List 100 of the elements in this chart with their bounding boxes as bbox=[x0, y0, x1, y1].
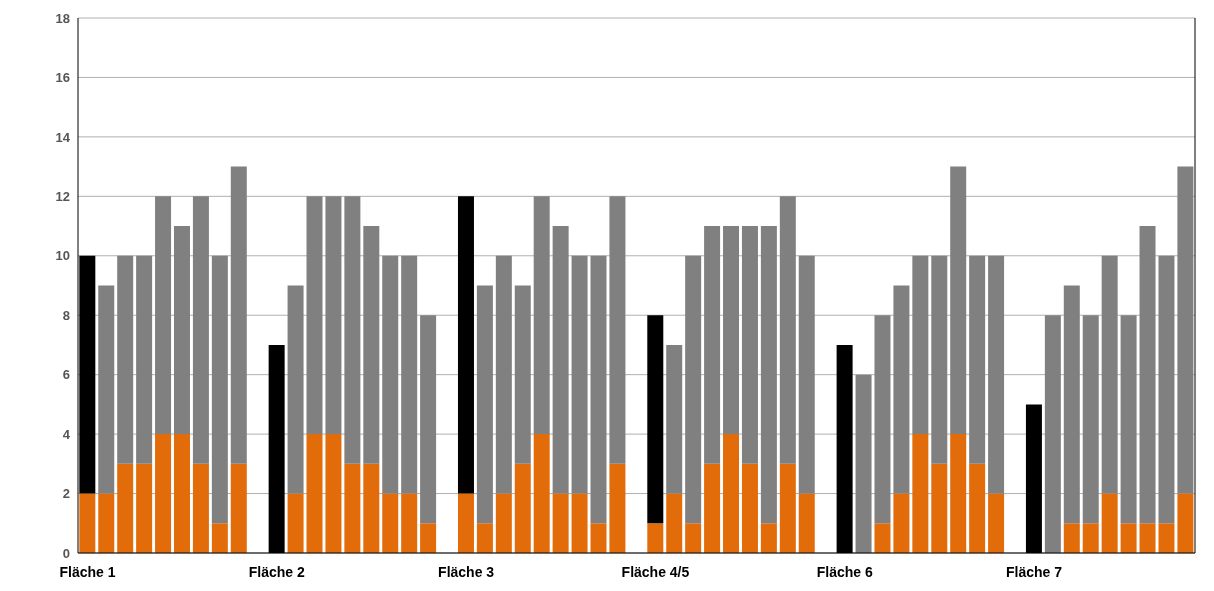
bar bbox=[552, 493, 569, 553]
x-tick-label: Fläche 2 bbox=[248, 564, 306, 580]
bar bbox=[723, 434, 740, 553]
bar bbox=[495, 255, 512, 494]
bar bbox=[401, 493, 418, 553]
x-tick-label: Fläche 1 bbox=[59, 564, 116, 580]
bar bbox=[155, 196, 172, 435]
bar bbox=[1063, 523, 1080, 553]
bar bbox=[912, 434, 929, 553]
bar bbox=[1101, 493, 1118, 553]
bar bbox=[476, 285, 493, 524]
bar bbox=[1082, 523, 1099, 553]
bar bbox=[874, 523, 891, 553]
bar bbox=[609, 196, 626, 464]
bar bbox=[685, 255, 702, 524]
bar bbox=[211, 255, 228, 524]
y-tick-label: 18 bbox=[55, 10, 70, 26]
bar bbox=[988, 255, 1005, 494]
y-tick-label: 4 bbox=[62, 426, 71, 442]
bar bbox=[533, 196, 550, 435]
bar bbox=[1158, 255, 1175, 524]
bar bbox=[136, 463, 153, 553]
bar bbox=[136, 255, 153, 464]
bar bbox=[98, 493, 115, 553]
bar bbox=[476, 523, 493, 553]
bar bbox=[363, 463, 380, 553]
bar bbox=[874, 315, 891, 524]
bar bbox=[969, 255, 986, 464]
bar bbox=[457, 493, 474, 553]
bar bbox=[1120, 523, 1137, 553]
bar bbox=[571, 255, 588, 494]
bar bbox=[704, 226, 721, 464]
bar bbox=[931, 463, 948, 553]
bar bbox=[1139, 226, 1156, 524]
bar bbox=[401, 255, 418, 494]
bar bbox=[79, 493, 96, 553]
bar bbox=[912, 255, 929, 435]
x-tick-label: Fläche 4/5 bbox=[621, 564, 690, 580]
bar bbox=[287, 493, 304, 553]
bar bbox=[950, 434, 967, 553]
bar bbox=[931, 255, 948, 464]
bar bbox=[382, 493, 399, 553]
bar bbox=[666, 493, 683, 553]
bar bbox=[344, 196, 361, 464]
bar bbox=[98, 285, 115, 494]
bar bbox=[420, 315, 437, 524]
bar bbox=[571, 493, 588, 553]
bar bbox=[704, 463, 721, 553]
bar bbox=[741, 463, 758, 553]
y-tick-label: 12 bbox=[55, 188, 70, 204]
bar bbox=[647, 523, 664, 553]
x-tick-label: Fläche 6 bbox=[816, 564, 873, 580]
bar bbox=[363, 226, 380, 464]
bar bbox=[230, 463, 247, 553]
y-tick-label: 10 bbox=[55, 248, 70, 264]
bar bbox=[514, 463, 531, 553]
x-tick-label: Fläche 7 bbox=[1006, 564, 1063, 580]
bar bbox=[1158, 523, 1175, 553]
bar bbox=[1082, 315, 1099, 524]
bar bbox=[1139, 523, 1156, 553]
bar bbox=[552, 226, 569, 494]
bar bbox=[173, 226, 190, 435]
bar bbox=[325, 196, 342, 435]
bar bbox=[533, 434, 550, 553]
bar bbox=[192, 196, 209, 464]
bar bbox=[798, 255, 815, 494]
bar bbox=[1044, 315, 1061, 553]
bar bbox=[1177, 166, 1194, 494]
bar bbox=[514, 285, 531, 464]
bar bbox=[590, 523, 607, 553]
bar bbox=[855, 374, 872, 553]
x-tick-label: Fläche 3 bbox=[438, 564, 495, 580]
bar bbox=[893, 493, 910, 553]
bar bbox=[287, 285, 304, 494]
bar bbox=[325, 434, 342, 553]
y-tick-label: 0 bbox=[62, 545, 70, 561]
y-tick-label: 2 bbox=[62, 486, 70, 502]
y-tick-label: 16 bbox=[55, 70, 70, 86]
bar bbox=[609, 463, 626, 553]
bar bbox=[1120, 315, 1137, 524]
bar bbox=[306, 196, 323, 435]
bar bbox=[988, 493, 1005, 553]
bar bbox=[685, 523, 702, 553]
bar bbox=[457, 196, 474, 494]
bar bbox=[117, 255, 134, 464]
bar bbox=[117, 463, 134, 553]
bar bbox=[779, 196, 796, 464]
bar bbox=[1177, 493, 1194, 553]
bar bbox=[647, 315, 664, 524]
bar bbox=[590, 255, 607, 524]
bar bbox=[779, 463, 796, 553]
bar bbox=[969, 463, 986, 553]
bar bbox=[1063, 285, 1080, 524]
bar bbox=[382, 255, 399, 494]
bar bbox=[230, 166, 247, 464]
y-tick-label: 6 bbox=[62, 367, 70, 383]
bar bbox=[495, 493, 512, 553]
bar bbox=[306, 434, 323, 553]
bar bbox=[760, 226, 777, 524]
bar bbox=[1101, 255, 1118, 494]
